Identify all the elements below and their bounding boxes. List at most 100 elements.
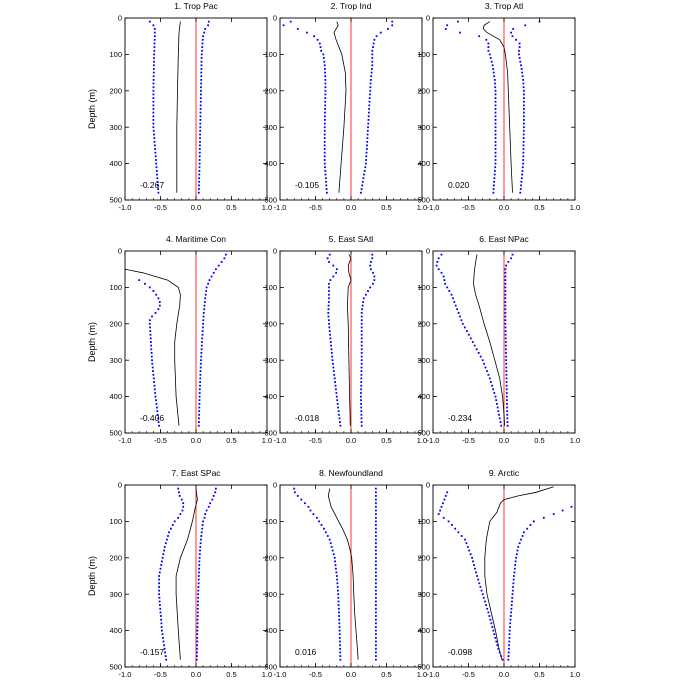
lower-bound-dot [479,586,482,588]
upper-bound-dot [197,575,200,577]
upper-bound-dot [203,308,206,311]
upper-bound-dot [375,647,377,650]
lower-bound-dot [473,344,476,347]
upper-bound-dot [375,633,377,636]
upper-bound-dot [511,253,514,256]
panel-9: 9. Arctic -1.0 -0.5 0.0 0.5 1.0 0 100 200 300 400 5… [417,468,580,679]
x-tick-label: 0.5 [381,436,391,445]
lower-bound-dot [152,119,155,121]
upper-bound-dot [199,546,202,548]
lower-bound-dot [155,403,158,405]
mean-profile-line [125,268,181,426]
lower-bound-dot [149,326,151,329]
upper-bound-dot [375,556,377,559]
lower-bound-dot [494,122,497,125]
lower-bound-dot [157,308,160,311]
lower-bound-dot [150,355,153,358]
upper-bound-dot [360,348,363,351]
lower-bound-dot [328,293,330,296]
upper-bound-dot [523,531,525,534]
upper-bound-dot [520,180,523,183]
upper-bound-dot [505,359,507,362]
upper-bound-dot [506,399,508,402]
lower-bound-dot [316,516,318,519]
mean-profile-line [333,21,347,193]
lower-bound-dot [478,35,481,38]
lower-bound-dot [324,79,327,81]
upper-bound-dot [518,57,521,59]
upper-bound-dot [370,79,372,81]
lower-bound-dot [293,487,296,490]
lower-bound-dot [161,633,164,636]
upper-bound-dot [371,49,374,52]
lower-bound-dot [494,126,497,129]
y-tick-label: 0 [426,481,430,490]
upper-bound-dot [198,162,201,165]
upper-bound-dot [505,381,508,383]
upper-bound-dot [505,370,508,372]
lower-bound-dot [332,553,335,556]
upper-bound-dot [197,600,199,603]
lower-bound-dot [493,177,496,180]
upper-bound-dot [198,567,200,570]
upper-bound-dot [360,312,363,314]
lower-bound-dot [162,553,165,556]
upper-bound-dot [505,355,507,358]
lower-bound-dot [177,487,180,490]
lower-bound-dot [148,319,151,322]
lower-bound-dot [167,535,169,537]
lower-bound-dot [337,593,340,596]
upper-bound-dot [196,640,199,643]
lower-bound-dot [324,93,327,96]
lower-bound-dot [152,122,155,125]
upper-bound-dot [375,505,377,508]
lower-bound-dot [178,495,181,497]
x-tick-label: -1.0 [119,436,132,445]
upper-bound-dot [373,279,376,281]
y-tick-label: 0 [273,14,277,23]
lower-bound-dot [158,596,161,599]
lower-bound-dot [335,388,337,391]
upper-bound-dot [513,571,516,574]
upper-bound-dot [203,516,206,519]
lower-bound-dot [492,68,495,70]
lower-bound-dot [440,271,443,274]
lower-bound-dot [437,513,440,515]
upper-bound-dot [523,93,525,96]
upper-bound-dot [201,49,203,52]
upper-bound-dot [197,604,199,606]
lower-bound-dot [325,184,328,187]
upper-bound-dot [368,111,370,114]
lower-bound-dot [469,553,472,556]
upper-bound-dot [202,520,204,523]
upper-bound-dot [522,148,525,150]
y-tick-label: 100 [109,517,122,526]
upper-bound-dot [209,502,212,505]
lower-bound-dot [334,381,336,383]
upper-bound-dot [542,516,545,519]
lower-bound-dot [152,68,155,70]
upper-bound-dot [198,180,200,183]
lower-bound-dot [323,155,326,158]
lower-bound-dot [153,49,156,52]
y-tick-label: 200 [417,553,430,562]
upper-bound-dot [509,626,511,628]
lower-bound-dot [494,89,497,92]
lower-bound-dot [156,413,159,416]
lower-bound-dot [494,97,497,99]
lower-bound-dot [149,337,152,340]
upper-bound-dot [199,122,202,125]
upper-bound-dot [363,173,365,176]
lower-bound-dot [323,144,326,147]
lower-bound-dot [330,352,333,354]
panel-title: 5. East SAtl [329,234,374,244]
lower-bound-dot [494,86,497,89]
upper-bound-dot [198,177,201,180]
lower-bound-dot [156,184,159,187]
lower-bound-dot [163,546,166,548]
upper-bound-dot [508,629,511,632]
y-tick-label: 100 [264,517,277,526]
upper-bound-dot [365,148,368,150]
upper-bound-dot [505,392,508,394]
upper-bound-dot [523,115,525,118]
